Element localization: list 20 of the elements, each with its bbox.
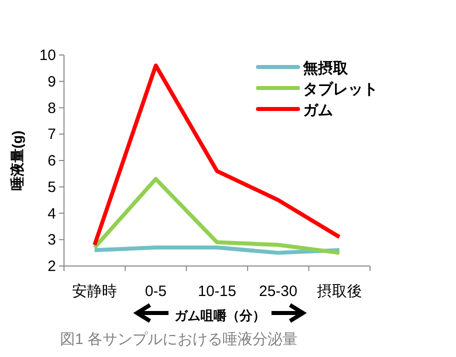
y-tick-label: 9 [48,73,56,90]
legend-label: ガム [303,102,333,119]
legend-label: 無摂取 [302,60,349,77]
y-tick-label: 10 [39,47,56,64]
y-tick-label: 3 [48,232,56,249]
x-axis-title: ガム咀嚼（分） [174,308,266,323]
x-tick-label: 25-30 [259,283,298,300]
x-tick-label: 安静時 [72,283,118,300]
x-tick-label: 0-5 [144,283,167,300]
caption: 図1 各サンプルにおける唾液分泌量 [60,331,298,348]
y-tick-label: 4 [48,205,56,222]
x-tick-label: 摂取後 [316,283,362,300]
y-tick-label: 6 [48,152,56,170]
legend-label: タブレット [303,81,378,98]
y-axis-title: 唾液量(g) [9,130,25,190]
y-tick-label: 7 [48,126,56,144]
y-tick-label: 8 [48,100,56,117]
y-tick-label: 2 [48,258,56,275]
x-tick-label: 10-15 [198,283,236,300]
y-tick-label: 5 [48,178,56,196]
